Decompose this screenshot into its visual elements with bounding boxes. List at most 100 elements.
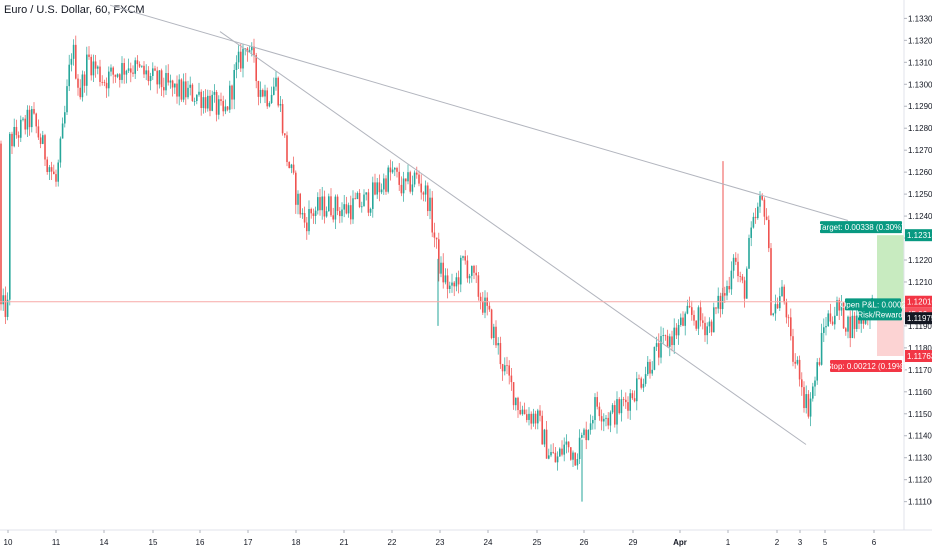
candle [574, 452, 576, 467]
stop-price-tag-text: 1.11763 [907, 352, 932, 361]
candle [99, 59, 101, 87]
candle-body [501, 364, 504, 372]
candle [653, 346, 656, 371]
trendlines [109, 4, 849, 445]
candle [154, 65, 156, 72]
candle-body [710, 321, 713, 333]
candle-body [477, 275, 480, 297]
candle-body [310, 209, 312, 214]
candle [189, 76, 191, 96]
candle [792, 328, 794, 367]
candle [713, 302, 715, 333]
candle [42, 130, 44, 145]
candle-body [262, 89, 264, 97]
candle-body [715, 307, 717, 309]
candle [37, 119, 40, 140]
time-tick-label: 17 [244, 538, 253, 547]
price-tick-label: 1.13100 [908, 58, 932, 67]
candle-body [110, 67, 112, 72]
candle-body [193, 100, 196, 102]
candle [831, 316, 834, 326]
candle [11, 131, 13, 154]
candle [114, 74, 117, 83]
candle [814, 376, 816, 397]
candle-body [581, 435, 583, 438]
candle [446, 268, 449, 299]
candle [559, 447, 561, 457]
candle-body [418, 174, 420, 184]
candle-body [400, 184, 403, 194]
candle-body [457, 277, 460, 285]
candle-body [759, 195, 761, 207]
candle [317, 192, 319, 215]
candle-body [631, 393, 634, 399]
candle-body [154, 68, 156, 71]
candle-body [160, 70, 163, 88]
candle-body [378, 182, 381, 193]
candle [750, 221, 752, 247]
time-axis: 10 11 14 15 16 17 18 21 22 23 24 25 26 29 Apr 1 2 3 5 6 [0, 529, 932, 547]
candle-body [281, 104, 284, 134]
trendline [109, 4, 849, 221]
candle-body [308, 209, 310, 232]
candle-body [222, 100, 224, 112]
candle [407, 164, 409, 185]
candle-body [550, 452, 552, 456]
candle-body [673, 327, 675, 346]
candle-body [653, 346, 656, 370]
candle-body [493, 326, 495, 338]
price-tick-label: 1.11100 [908, 498, 932, 507]
candle [246, 46, 249, 62]
candle-body [845, 328, 847, 332]
candle-body [640, 378, 642, 388]
candle [504, 357, 506, 376]
candle [583, 427, 585, 439]
candle-body [59, 138, 62, 163]
candle [570, 447, 572, 461]
candle-body [629, 393, 631, 411]
candle [378, 174, 381, 202]
candle-body [609, 412, 612, 426]
candle-body [303, 213, 306, 223]
chart-title: Euro / U.S. Dollar, 60, FXCM [4, 4, 145, 16]
candle-body [774, 304, 777, 314]
candle-body [231, 85, 233, 100]
candle [526, 409, 528, 423]
time-tick-label: 10 [4, 538, 13, 547]
candle [413, 170, 416, 188]
candle [400, 176, 403, 197]
risk-reward-label: Risk/Reward [857, 308, 903, 321]
candle-body [541, 415, 543, 445]
candle [642, 378, 645, 392]
candle [737, 253, 739, 283]
candle [149, 72, 152, 91]
candle [97, 65, 99, 75]
candle-body [825, 326, 827, 328]
target-zone [877, 235, 904, 310]
time-tick-label: Apr [673, 538, 687, 547]
candle-body [796, 359, 799, 364]
candle-body [429, 197, 431, 212]
candle-body [72, 44, 75, 59]
candle [240, 43, 242, 72]
candle-body [770, 248, 772, 316]
candle [853, 311, 856, 339]
candle-body [508, 365, 510, 376]
candle-body [97, 66, 99, 69]
candle-body [574, 452, 576, 466]
candle [471, 265, 473, 283]
candle [849, 310, 851, 348]
candle-body [125, 70, 128, 75]
candle-body [446, 275, 449, 289]
candle-body [325, 211, 328, 217]
candle [444, 268, 447, 285]
candle [92, 54, 95, 82]
candle [607, 412, 609, 430]
candle [629, 389, 631, 420]
current-price-tag: 1.12010 [905, 295, 932, 308]
candle [501, 363, 504, 381]
candle [226, 106, 229, 112]
candle [688, 296, 691, 309]
candle-body [757, 206, 759, 219]
